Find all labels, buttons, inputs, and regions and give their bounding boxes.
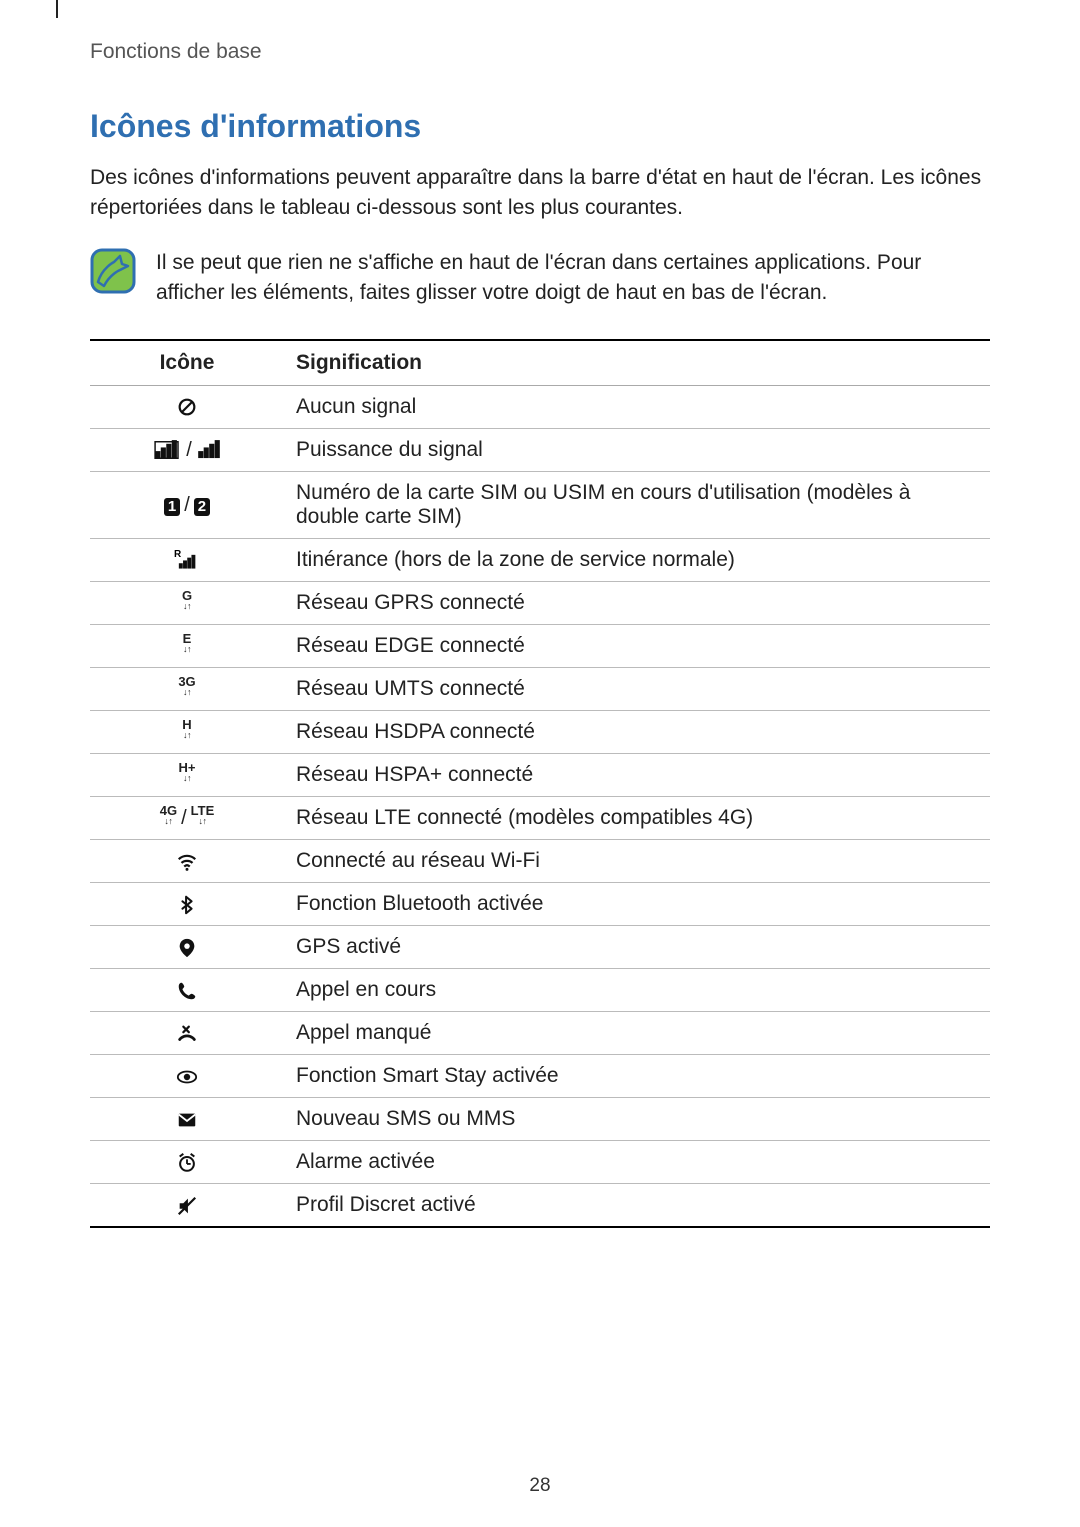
note-text: Il se peut que rien ne s'affiche en haut… xyxy=(156,248,990,309)
meaning-cell: Réseau LTE connecté (modèles compatibles… xyxy=(284,797,990,840)
net-3g-icon: 3G↓↑ xyxy=(90,668,284,711)
svg-text:R: R xyxy=(174,549,182,560)
meaning-cell: Nouveau SMS ou MMS xyxy=(284,1098,990,1141)
section-title: Icônes d'informations xyxy=(90,108,990,145)
message-icon xyxy=(90,1098,284,1141)
call-icon xyxy=(90,969,284,1012)
no-signal-icon xyxy=(90,385,284,428)
meaning-cell: Aucun signal xyxy=(284,385,990,428)
table-row: E↓↑Réseau EDGE connecté xyxy=(90,625,990,668)
table-row: Appel en cours xyxy=(90,969,990,1012)
net-e-icon: E↓↑ xyxy=(90,625,284,668)
bluetooth-icon xyxy=(90,883,284,926)
table-row: Fonction Bluetooth activée xyxy=(90,883,990,926)
table-row: H+↓↑Réseau HSPA+ connecté xyxy=(90,754,990,797)
meaning-cell: Réseau GPRS connecté xyxy=(284,582,990,625)
breadcrumb: Fonctions de base xyxy=(90,40,990,64)
net-h-icon: H↓↑ xyxy=(90,711,284,754)
meaning-cell: Alarme activée xyxy=(284,1141,990,1184)
table-row: Appel manqué xyxy=(90,1012,990,1055)
table-row: Aucun signal xyxy=(90,385,990,428)
page-number: 28 xyxy=(0,1475,1080,1497)
smart-stay-icon xyxy=(90,1055,284,1098)
table-row: Alarme activée xyxy=(90,1141,990,1184)
table-row: 3G↓↑Réseau UMTS connecté xyxy=(90,668,990,711)
net-4g-lte-icon: 4G↓↑/LTE↓↑ xyxy=(90,797,284,840)
table-row: 4G↓↑/LTE↓↑Réseau LTE connecté (modèles c… xyxy=(90,797,990,840)
icon-table: Icône Signification Aucun signal/Puissan… xyxy=(90,339,990,1228)
table-row: GPS activé xyxy=(90,926,990,969)
table-header-row: Icône Signification xyxy=(90,340,990,386)
table-row: Profil Discret activé xyxy=(90,1184,990,1228)
meaning-cell: Fonction Bluetooth activée xyxy=(284,883,990,926)
meaning-cell: Réseau UMTS connecté xyxy=(284,668,990,711)
note-callout: Il se peut que rien ne s'affiche en haut… xyxy=(90,248,990,309)
wifi-icon xyxy=(90,840,284,883)
meaning-cell: Connecté au réseau Wi-Fi xyxy=(284,840,990,883)
meaning-cell: Réseau EDGE connecté xyxy=(284,625,990,668)
meaning-cell: Réseau HSDPA connecté xyxy=(284,711,990,754)
table-row: H↓↑Réseau HSDPA connecté xyxy=(90,711,990,754)
table-row: Connecté au réseau Wi-Fi xyxy=(90,840,990,883)
header-meaning: Signification xyxy=(284,340,990,386)
page: Fonctions de base Icônes d'informations … xyxy=(0,0,1080,1527)
meaning-cell: Itinérance (hors de la zone de service n… xyxy=(284,538,990,581)
meaning-cell: GPS activé xyxy=(284,926,990,969)
net-hplus-icon: H+↓↑ xyxy=(90,754,284,797)
table-row: Nouveau SMS ou MMS xyxy=(90,1098,990,1141)
top-tick-mark xyxy=(56,0,58,18)
meaning-cell: Numéro de la carte SIM ou USIM en cours … xyxy=(284,471,990,538)
alarm-icon xyxy=(90,1141,284,1184)
sim-1-2-icon: 1/2 xyxy=(90,471,284,538)
table-row: 1/2Numéro de la carte SIM ou USIM en cou… xyxy=(90,471,990,538)
net-g-icon: G↓↑ xyxy=(90,582,284,625)
meaning-cell: Réseau HSPA+ connecté xyxy=(284,754,990,797)
meaning-cell: Appel manqué xyxy=(284,1012,990,1055)
signal-pair-icon: / xyxy=(90,428,284,471)
header-icon: Icône xyxy=(90,340,284,386)
note-icon xyxy=(90,248,136,299)
meaning-cell: Profil Discret activé xyxy=(284,1184,990,1228)
meaning-cell: Appel en cours xyxy=(284,969,990,1012)
gps-icon xyxy=(90,926,284,969)
table-row: /Puissance du signal xyxy=(90,428,990,471)
missed-call-icon xyxy=(90,1012,284,1055)
table-row: Fonction Smart Stay activée xyxy=(90,1055,990,1098)
table-row: G↓↑Réseau GPRS connecté xyxy=(90,582,990,625)
intro-paragraph: Des icônes d'informations peuvent appara… xyxy=(90,163,990,224)
table-row: R Itinérance (hors de la zone de service … xyxy=(90,538,990,581)
roaming-icon: R xyxy=(90,538,284,581)
meaning-cell: Fonction Smart Stay activée xyxy=(284,1055,990,1098)
mute-icon xyxy=(90,1184,284,1228)
meaning-cell: Puissance du signal xyxy=(284,428,990,471)
